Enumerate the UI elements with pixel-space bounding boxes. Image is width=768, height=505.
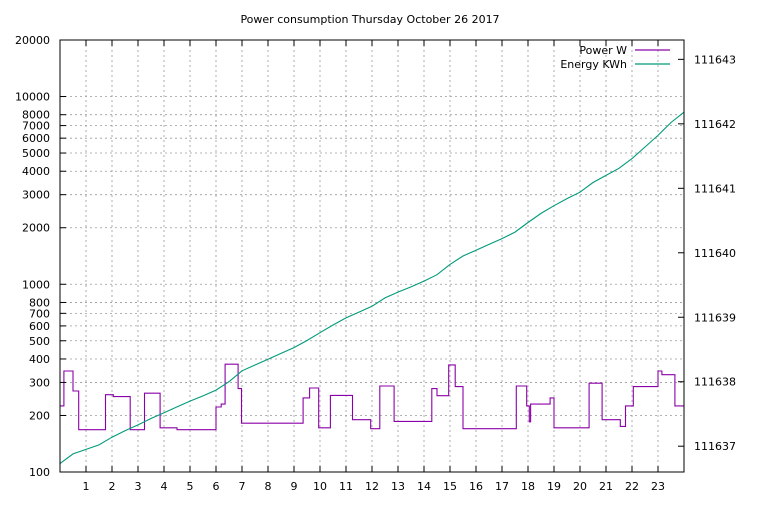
series-line-power <box>60 363 684 431</box>
x-tick-label: 15 <box>443 480 457 493</box>
series-layer <box>59 111 685 465</box>
chart-title: Power consumption Thursday October 26 20… <box>240 13 499 26</box>
y-tick-label: 3000 <box>22 189 50 202</box>
x-tick-label: 10 <box>313 480 327 493</box>
y2-tick-label: 111640 <box>694 247 736 260</box>
legend-label-energy: Energy KWh <box>560 58 627 71</box>
y2-tick-label: 111641 <box>694 182 736 195</box>
y2-tick-label: 111642 <box>694 118 736 131</box>
y2-tick-label: 111643 <box>694 53 736 66</box>
x-tick-label: 11 <box>339 480 353 493</box>
x-tick-label: 8 <box>265 480 272 493</box>
grid-layer <box>60 40 684 472</box>
x-tick-label: 2 <box>109 480 116 493</box>
x-tick-label: 9 <box>291 480 298 493</box>
y-tick-label: 8000 <box>22 109 50 122</box>
x-tick-label: 12 <box>365 480 379 493</box>
x-tick-label: 3 <box>135 480 142 493</box>
y-tick-label: 2000 <box>22 222 50 235</box>
y-tick-label: 1000 <box>22 278 50 291</box>
y-tick-label: 6000 <box>22 132 50 145</box>
x-tick-label: 21 <box>599 480 613 493</box>
legend-label-power: Power W <box>579 44 627 57</box>
y2-tick-label: 111639 <box>694 311 736 324</box>
x-tick-label: 16 <box>469 480 483 493</box>
y-tick-label: 200 <box>29 409 50 422</box>
y-tick-label: 5000 <box>22 147 50 160</box>
x-tick-label: 19 <box>547 480 561 493</box>
y-tick-label: 300 <box>29 376 50 389</box>
x-tick-label: 20 <box>573 480 587 493</box>
x-tick-label: 14 <box>417 480 431 493</box>
y-tick-label: 500 <box>29 335 50 348</box>
x-tick-label: 6 <box>213 480 220 493</box>
y-tick-label: 600 <box>29 320 50 333</box>
y-tick-label: 400 <box>29 353 50 366</box>
x-tick-label: 5 <box>187 480 194 493</box>
x-tick-label: 4 <box>161 480 168 493</box>
y-tick-label: 700 <box>29 307 50 320</box>
x-tick-label: 13 <box>391 480 405 493</box>
x-tick-label: 22 <box>625 480 639 493</box>
legend: Power W Energy KWh <box>560 44 670 71</box>
x-tick-label: 23 <box>651 480 665 493</box>
y-tick-label: 20000 <box>15 34 50 47</box>
x-tick-label: 17 <box>495 480 509 493</box>
series-line-energy <box>59 111 685 465</box>
ticks-layer: 1 2 3 4 5 6 7 8 9 10 11 12 13 14 15 16 17 18 19 20 21 22 23100… <box>15 34 736 493</box>
x-tick-label: 1 <box>83 480 90 493</box>
y-tick-label: 4000 <box>22 165 50 178</box>
y-tick-label: 100 <box>29 466 50 479</box>
y-tick-label: 800 <box>29 296 50 309</box>
y2-tick-label: 111637 <box>694 440 736 453</box>
x-tick-label: 7 <box>239 480 246 493</box>
y-tick-label: 10000 <box>15 91 50 104</box>
x-tick-label: 18 <box>521 480 535 493</box>
y-tick-label: 7000 <box>22 120 50 133</box>
y2-tick-label: 111638 <box>694 376 736 389</box>
